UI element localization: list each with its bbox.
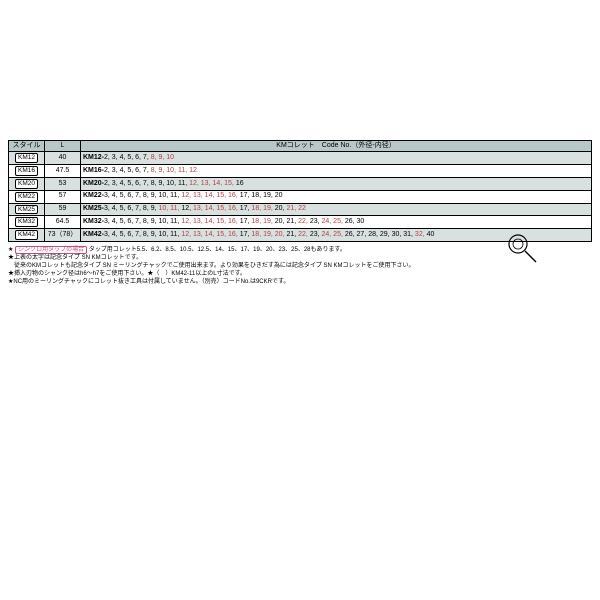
style-label: KM42 xyxy=(15,230,38,240)
code-seg: 2, 3, 4, 5, 6, 7, 8, 9, 10, 11, xyxy=(104,180,189,187)
cell-l: 53 xyxy=(45,177,81,190)
table-row: KM20 53KM20-2, 3, 4, 5, 6, 7, 8, 9, 10, 1… xyxy=(9,177,592,190)
style-label: KM20 xyxy=(15,179,38,189)
code-prefix: KM12- xyxy=(83,154,104,161)
note-pink: シンクロ用タップの場合 xyxy=(15,246,87,254)
style-label: KM22 xyxy=(15,192,38,202)
code-prefix: KM32- xyxy=(83,218,104,225)
code-seg: 21, xyxy=(286,231,298,238)
code-seg: 13, 14, 15, 16, xyxy=(193,205,240,212)
code-prefix: KM20- xyxy=(83,180,104,187)
km-collet-table: スタイル L KMコレット Code No.（外径-内径） KM1240KM12… xyxy=(8,140,592,242)
cell-code: KM32-3, 4, 5, 6, 7, 8, 9, 10, 11, 12, 13… xyxy=(81,216,592,229)
cell-style: KM32 xyxy=(9,216,45,229)
cell-l: 40 xyxy=(45,152,81,165)
style-label: KM12 xyxy=(15,153,38,163)
code-seg: 2, 3, 4, 5, 6, 7, xyxy=(104,167,151,174)
code-seg: 17, 18, 19, 20 xyxy=(240,192,283,199)
code-seg: 8, 9, 10 xyxy=(151,154,174,161)
note5: ★NC用のミーリングチャックにコレット抜き工具は付属していません。（別売）コード… xyxy=(8,278,592,286)
code-prefix: KM22- xyxy=(83,192,104,199)
cell-code: KM20-2, 3, 4, 5, 6, 7, 8, 9, 10, 11, 12,… xyxy=(81,177,592,190)
cell-l: 47.5 xyxy=(45,165,81,178)
code-seg: 22, xyxy=(298,218,310,225)
th-style: スタイル xyxy=(9,141,45,152)
cell-l: 57 xyxy=(45,190,81,203)
style-label: KM32 xyxy=(15,217,38,227)
code-seg: 32, xyxy=(415,231,427,238)
table-row: KM22 57KM22-3, 4, 5, 6, 7, 8, 9, 10, 11, … xyxy=(9,190,592,203)
code-prefix: KM25- xyxy=(83,205,104,212)
code-seg: 3, 4, 5, 6, 7, 8, 9, 10, 11, xyxy=(104,231,181,238)
code-seg: 17, xyxy=(240,205,252,212)
code-seg: 20, 21, xyxy=(275,218,298,225)
code-seg: 16 xyxy=(236,180,244,187)
code-seg: 18, 19, 20, xyxy=(251,231,286,238)
cell-style: KM12 xyxy=(9,152,45,165)
cell-style: KM22 xyxy=(9,190,45,203)
code-seg: 18, 19, xyxy=(251,218,274,225)
cell-l: 64.5 xyxy=(45,216,81,229)
code-seg: 12, 13, 14, 15, xyxy=(189,180,236,187)
code-seg: 24, 25, xyxy=(322,218,345,225)
code-seg: 24, 25, xyxy=(322,231,345,238)
code-seg: 3, 4, 5, 6, 7, 8, 9, 10, 11, xyxy=(104,192,181,199)
code-seg: 2, 3, 4, 5, 6, 7, xyxy=(104,154,151,161)
cell-l: 73（78） xyxy=(45,229,81,242)
code-seg: 12, 13, 14, 15, 16, xyxy=(181,192,239,199)
th-l: L xyxy=(45,141,81,152)
code-seg: 18, 19, xyxy=(251,205,274,212)
cell-style: KM25 xyxy=(9,203,45,216)
cell-l: 59 xyxy=(45,203,81,216)
code-seg: 12, 13, 14, 15, 16, xyxy=(181,218,239,225)
code-seg: 26, 27, 28, 29, 30, 31, xyxy=(345,231,415,238)
note1b: タップ用コレット5.5、6.2、8.5、10.5、12.5、14、15、17、1… xyxy=(89,247,346,253)
code-seg: 12, 13, 14, 15, 16, xyxy=(181,231,239,238)
code-seg: 17, xyxy=(240,231,252,238)
cell-style: KM42 xyxy=(9,229,45,242)
cell-style: KM16 xyxy=(9,165,45,178)
cell-code: KM22-3, 4, 5, 6, 7, 8, 9, 10, 11, 12, 13… xyxy=(81,190,592,203)
magnifier-icon xyxy=(504,230,540,266)
code-prefix: KM16- xyxy=(83,167,104,174)
code-prefix: KM42- xyxy=(83,231,104,238)
cell-code: KM25-3, 4, 5, 6, 7, 8, 9, 10, 11, 12, 13… xyxy=(81,203,592,216)
code-seg: 17, xyxy=(240,218,252,225)
code-seg: 3, 4, 5, 6, 7, 8, 9, xyxy=(104,205,158,212)
style-label: KM25 xyxy=(15,205,38,215)
cell-code: KM12-2, 3, 4, 5, 6, 7, 8, 9, 10 xyxy=(81,152,592,165)
code-seg: 22, xyxy=(298,231,310,238)
code-seg: 12, xyxy=(181,205,193,212)
code-seg: 3, 4, 5, 6, 7, 8, 9, 10, 11, xyxy=(104,218,181,225)
cell-style: KM20 xyxy=(9,177,45,190)
code-seg: 23, xyxy=(310,231,322,238)
cell-code: KM16-2, 3, 4, 5, 6, 7, 8, 9, 10, 11, 12 xyxy=(81,165,592,178)
table-row: KM32 64.5KM32-3, 4, 5, 6, 7, 8, 9, 10, 11… xyxy=(9,216,592,229)
table-row: KM12 40KM12-2, 3, 4, 5, 6, 7, 8, 9, 10 xyxy=(9,152,592,165)
code-seg: 20, xyxy=(275,205,287,212)
code-seg: 40 xyxy=(427,231,435,238)
code-seg: 23, xyxy=(310,218,322,225)
code-seg: 26, 30 xyxy=(345,218,364,225)
code-seg: 10, 11, xyxy=(159,205,182,212)
note4: ★挿入刃物のシャンク径はh6〜h7をご使用下さい。★（ ）KM42-11以上のL… xyxy=(8,270,592,278)
code-seg: 21, 22 xyxy=(286,205,305,212)
table-row: KM25 59KM25-3, 4, 5, 6, 7, 8, 9, 10, 11, … xyxy=(9,203,592,216)
table-row: KM16 47.5KM16-2, 3, 4, 5, 6, 7, 8, 9, 10,… xyxy=(9,165,592,178)
th-code: KMコレット Code No.（外径-内径） xyxy=(81,141,592,152)
code-seg: 8, 9, 10, 11, 12 xyxy=(151,167,197,174)
style-label: KM16 xyxy=(15,166,38,176)
star: ★ xyxy=(8,247,13,253)
